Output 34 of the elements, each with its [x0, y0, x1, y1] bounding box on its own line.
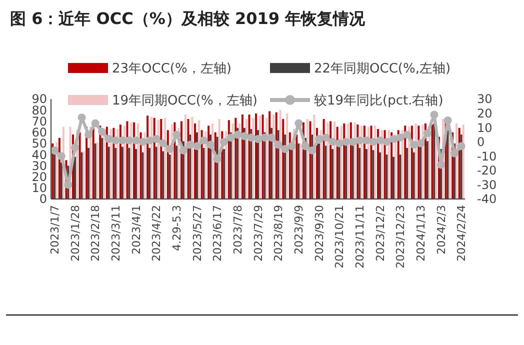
x-tick-label: 2023/10/21: [333, 205, 346, 268]
y2-tick-label: -10: [477, 149, 497, 164]
x-tick-label: 2023/7/29: [252, 205, 265, 262]
x-tick-label: 2023/2/18: [89, 205, 102, 262]
x-tick-label: 2024/2/24: [455, 205, 468, 262]
y2-tick-label: 20: [477, 106, 492, 120]
x-tick-label: 2023/3/11: [110, 205, 123, 262]
x-tick-label: 2023/4/22: [150, 205, 164, 262]
x-tick-label: 2024/2/3: [434, 205, 448, 254]
x-tick-label: 2023/12/2: [374, 205, 387, 262]
y2-tick-label: -30: [477, 178, 497, 192]
x-tick-label: 2023/1/28: [68, 205, 82, 262]
legend-label: 23年OCC(%，左轴): [112, 62, 232, 77]
y2-tick-label: 0: [477, 135, 485, 150]
legend-label: 较19年同比(pct.右轴): [314, 94, 444, 109]
y2-tick-label: -20: [477, 164, 497, 178]
x-tick-label: 2023/4/1: [130, 205, 143, 254]
x-tick-label: 2023/9/9: [292, 205, 306, 254]
x-tick-label: 2023/1/7: [48, 205, 62, 254]
legend-label: 22年同期OCC(%,左轴): [314, 62, 451, 77]
x-tick-label: 2023/12/23: [394, 205, 408, 268]
chart-title: 图 6：近年 OCC（%）及相较 2019 年恢复情况: [10, 9, 366, 28]
y2-tick-label: -40: [477, 192, 497, 206]
x-tick-label: 2024/1/13: [414, 205, 428, 262]
x-tick-label: 2023/7/8: [232, 205, 245, 254]
x-tick-label: 2023/9/30: [312, 205, 326, 262]
x-tick-label: 2023/8/19: [272, 205, 286, 262]
y2-tick-label: 10: [477, 120, 492, 135]
x-tick-label: 2023/11/11: [354, 205, 367, 268]
x-tick-label: 2023/5/27: [190, 205, 204, 262]
x-tick-label: 2023/6/17: [211, 205, 224, 262]
y2-tick-label: 30: [477, 92, 492, 106]
legend-label: 19年同期OCC(%，左轴): [112, 94, 258, 109]
x-tick-label: 4.29-5.3: [170, 205, 184, 251]
